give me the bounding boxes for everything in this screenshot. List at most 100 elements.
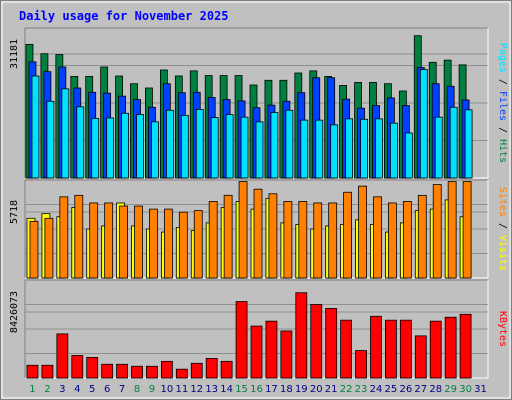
bar-kbytes-day-27 bbox=[414, 335, 427, 379]
bar-kbytes-day-5 bbox=[86, 357, 99, 379]
legend-files: Files bbox=[497, 91, 508, 121]
bar-sites-day-8 bbox=[134, 205, 143, 279]
legend-separator: / bbox=[497, 73, 508, 91]
bar-pages-day-14 bbox=[225, 114, 234, 179]
side-legend-panel-1: Pages / Files / Hits bbox=[497, 43, 508, 163]
bar-pages-day-5 bbox=[91, 118, 100, 179]
x-tick-label: 31 bbox=[474, 384, 487, 395]
bar-kbytes-day-18 bbox=[280, 330, 293, 379]
x-tick-label: 9 bbox=[149, 384, 155, 395]
bar-kbytes-day-17 bbox=[265, 320, 278, 379]
bar-kbytes-day-25 bbox=[385, 319, 397, 379]
bar-kbytes-day-28 bbox=[429, 320, 442, 379]
bar-kbytes-day-15 bbox=[235, 301, 248, 379]
x-tick-label: 27 bbox=[414, 384, 427, 395]
bar-pages-day-16 bbox=[255, 121, 264, 179]
legend-hits: Hits bbox=[497, 139, 508, 163]
bar-pages-day-1 bbox=[31, 75, 40, 179]
bar-sites-day-17 bbox=[268, 193, 278, 279]
panels-group: 31181 Pages / Files / Hits 5718 Sites / Vis… bbox=[9, 27, 508, 379]
x-tick-label: 12 bbox=[190, 384, 203, 395]
x-tick-label: 7 bbox=[119, 384, 125, 395]
bar-sites-day-24 bbox=[373, 196, 382, 279]
x-tick-label: 1 bbox=[29, 384, 35, 395]
bar-kbytes-day-9 bbox=[146, 365, 158, 379]
bar-pages-day-26 bbox=[404, 132, 413, 179]
bar-sites-day-13 bbox=[208, 201, 218, 279]
bar-sites-day-12 bbox=[193, 210, 203, 279]
x-tick-label: 23 bbox=[355, 384, 368, 395]
x-tick-label: 26 bbox=[399, 384, 412, 395]
bar-sites-day-9 bbox=[149, 208, 158, 279]
chart-title: Daily usage for November 2025 bbox=[19, 9, 229, 23]
bar-pages-day-19 bbox=[300, 119, 309, 179]
x-tick-label: 22 bbox=[340, 384, 353, 395]
bar-pages-day-17 bbox=[270, 112, 279, 179]
x-tick-label: 4 bbox=[74, 384, 80, 395]
bar-kbytes-day-11 bbox=[175, 368, 188, 379]
bar-pages-day-24 bbox=[375, 118, 383, 179]
bar-kbytes-day-26 bbox=[399, 319, 412, 379]
bar-sites-day-14 bbox=[223, 194, 233, 279]
bar-pages-day-9 bbox=[151, 121, 159, 179]
bar-pages-day-21 bbox=[330, 124, 339, 179]
bar-sites-day-22 bbox=[343, 191, 353, 279]
bar-kbytes-day-19 bbox=[295, 292, 308, 379]
bar-pages-day-27 bbox=[419, 69, 428, 179]
bar-sites-day-6 bbox=[104, 202, 114, 279]
x-tick-label: 8 bbox=[134, 384, 140, 395]
bar-pages-day-11 bbox=[180, 115, 189, 179]
bar-sites-day-16 bbox=[253, 188, 263, 279]
x-tick-label: 29 bbox=[444, 384, 457, 395]
bar-pages-day-4 bbox=[76, 106, 85, 179]
bar-kbytes-day-23 bbox=[355, 350, 367, 379]
bar-kbytes-day-10 bbox=[160, 360, 173, 379]
bar-sites-day-18 bbox=[283, 201, 293, 279]
bar-pages-day-12 bbox=[195, 109, 204, 179]
bar-kbytes-day-4 bbox=[71, 355, 84, 379]
legend-separator: / bbox=[497, 217, 508, 235]
bar-kbytes-day-12 bbox=[190, 362, 203, 379]
x-tick-label: 30 bbox=[459, 384, 472, 395]
bar-kbytes-day-24 bbox=[370, 315, 382, 379]
x-tick-label: 13 bbox=[205, 384, 218, 395]
bar-sites-day-3 bbox=[59, 196, 69, 279]
bar-sites-day-26 bbox=[402, 201, 412, 279]
bar-pages-day-3 bbox=[61, 88, 70, 179]
bar-kbytes-day-7 bbox=[116, 363, 128, 379]
x-tick-label: 18 bbox=[280, 384, 293, 395]
bar-kbytes-day-8 bbox=[131, 365, 143, 379]
x-tick-label: 5 bbox=[89, 384, 95, 395]
bar-kbytes-day-21 bbox=[325, 308, 338, 379]
x-tick-label: 3 bbox=[59, 384, 65, 395]
bar-sites-day-20 bbox=[313, 202, 323, 279]
x-tick-label: 20 bbox=[310, 384, 323, 395]
x-axis-labels: 1 2 3 4 5 6 7 8 9 10 11 12 13 14 15 16 17 18 19 20 21 22 23 24 2… bbox=[29, 384, 487, 395]
x-tick-label: 6 bbox=[104, 384, 110, 395]
bar-sites-day-15 bbox=[238, 181, 248, 279]
x-tick-label: 28 bbox=[429, 384, 442, 395]
x-tick-label: 17 bbox=[265, 384, 278, 395]
bar-sites-day-11 bbox=[178, 211, 188, 279]
bar-sites-day-29 bbox=[447, 181, 457, 279]
x-tick-label: 2 bbox=[44, 384, 50, 395]
x-tick-label: 24 bbox=[370, 384, 383, 395]
y-tick-label: 8426073 bbox=[9, 291, 20, 333]
side-legend-panel-3: KBytes bbox=[497, 311, 508, 347]
bar-sites-day-30 bbox=[462, 181, 472, 279]
side-legend-panel-2: Sites / Visits bbox=[497, 187, 508, 271]
legend-visits: Visits bbox=[497, 235, 508, 271]
x-tick-label: 16 bbox=[250, 384, 263, 395]
x-tick-label: 11 bbox=[175, 384, 188, 395]
bar-pages-day-28 bbox=[434, 116, 443, 179]
bar-pages-day-7 bbox=[121, 112, 129, 179]
bar-pages-day-23 bbox=[360, 118, 368, 179]
bar-sites-day-21 bbox=[328, 202, 338, 279]
bar-pages-day-8 bbox=[136, 114, 144, 179]
panel-3: 8426073 KBytes bbox=[9, 279, 508, 379]
legend-kbytes: KBytes bbox=[497, 311, 508, 347]
panel-2: 5718 Sites / Visits bbox=[9, 179, 508, 279]
bar-kbytes-day-20 bbox=[310, 304, 323, 379]
